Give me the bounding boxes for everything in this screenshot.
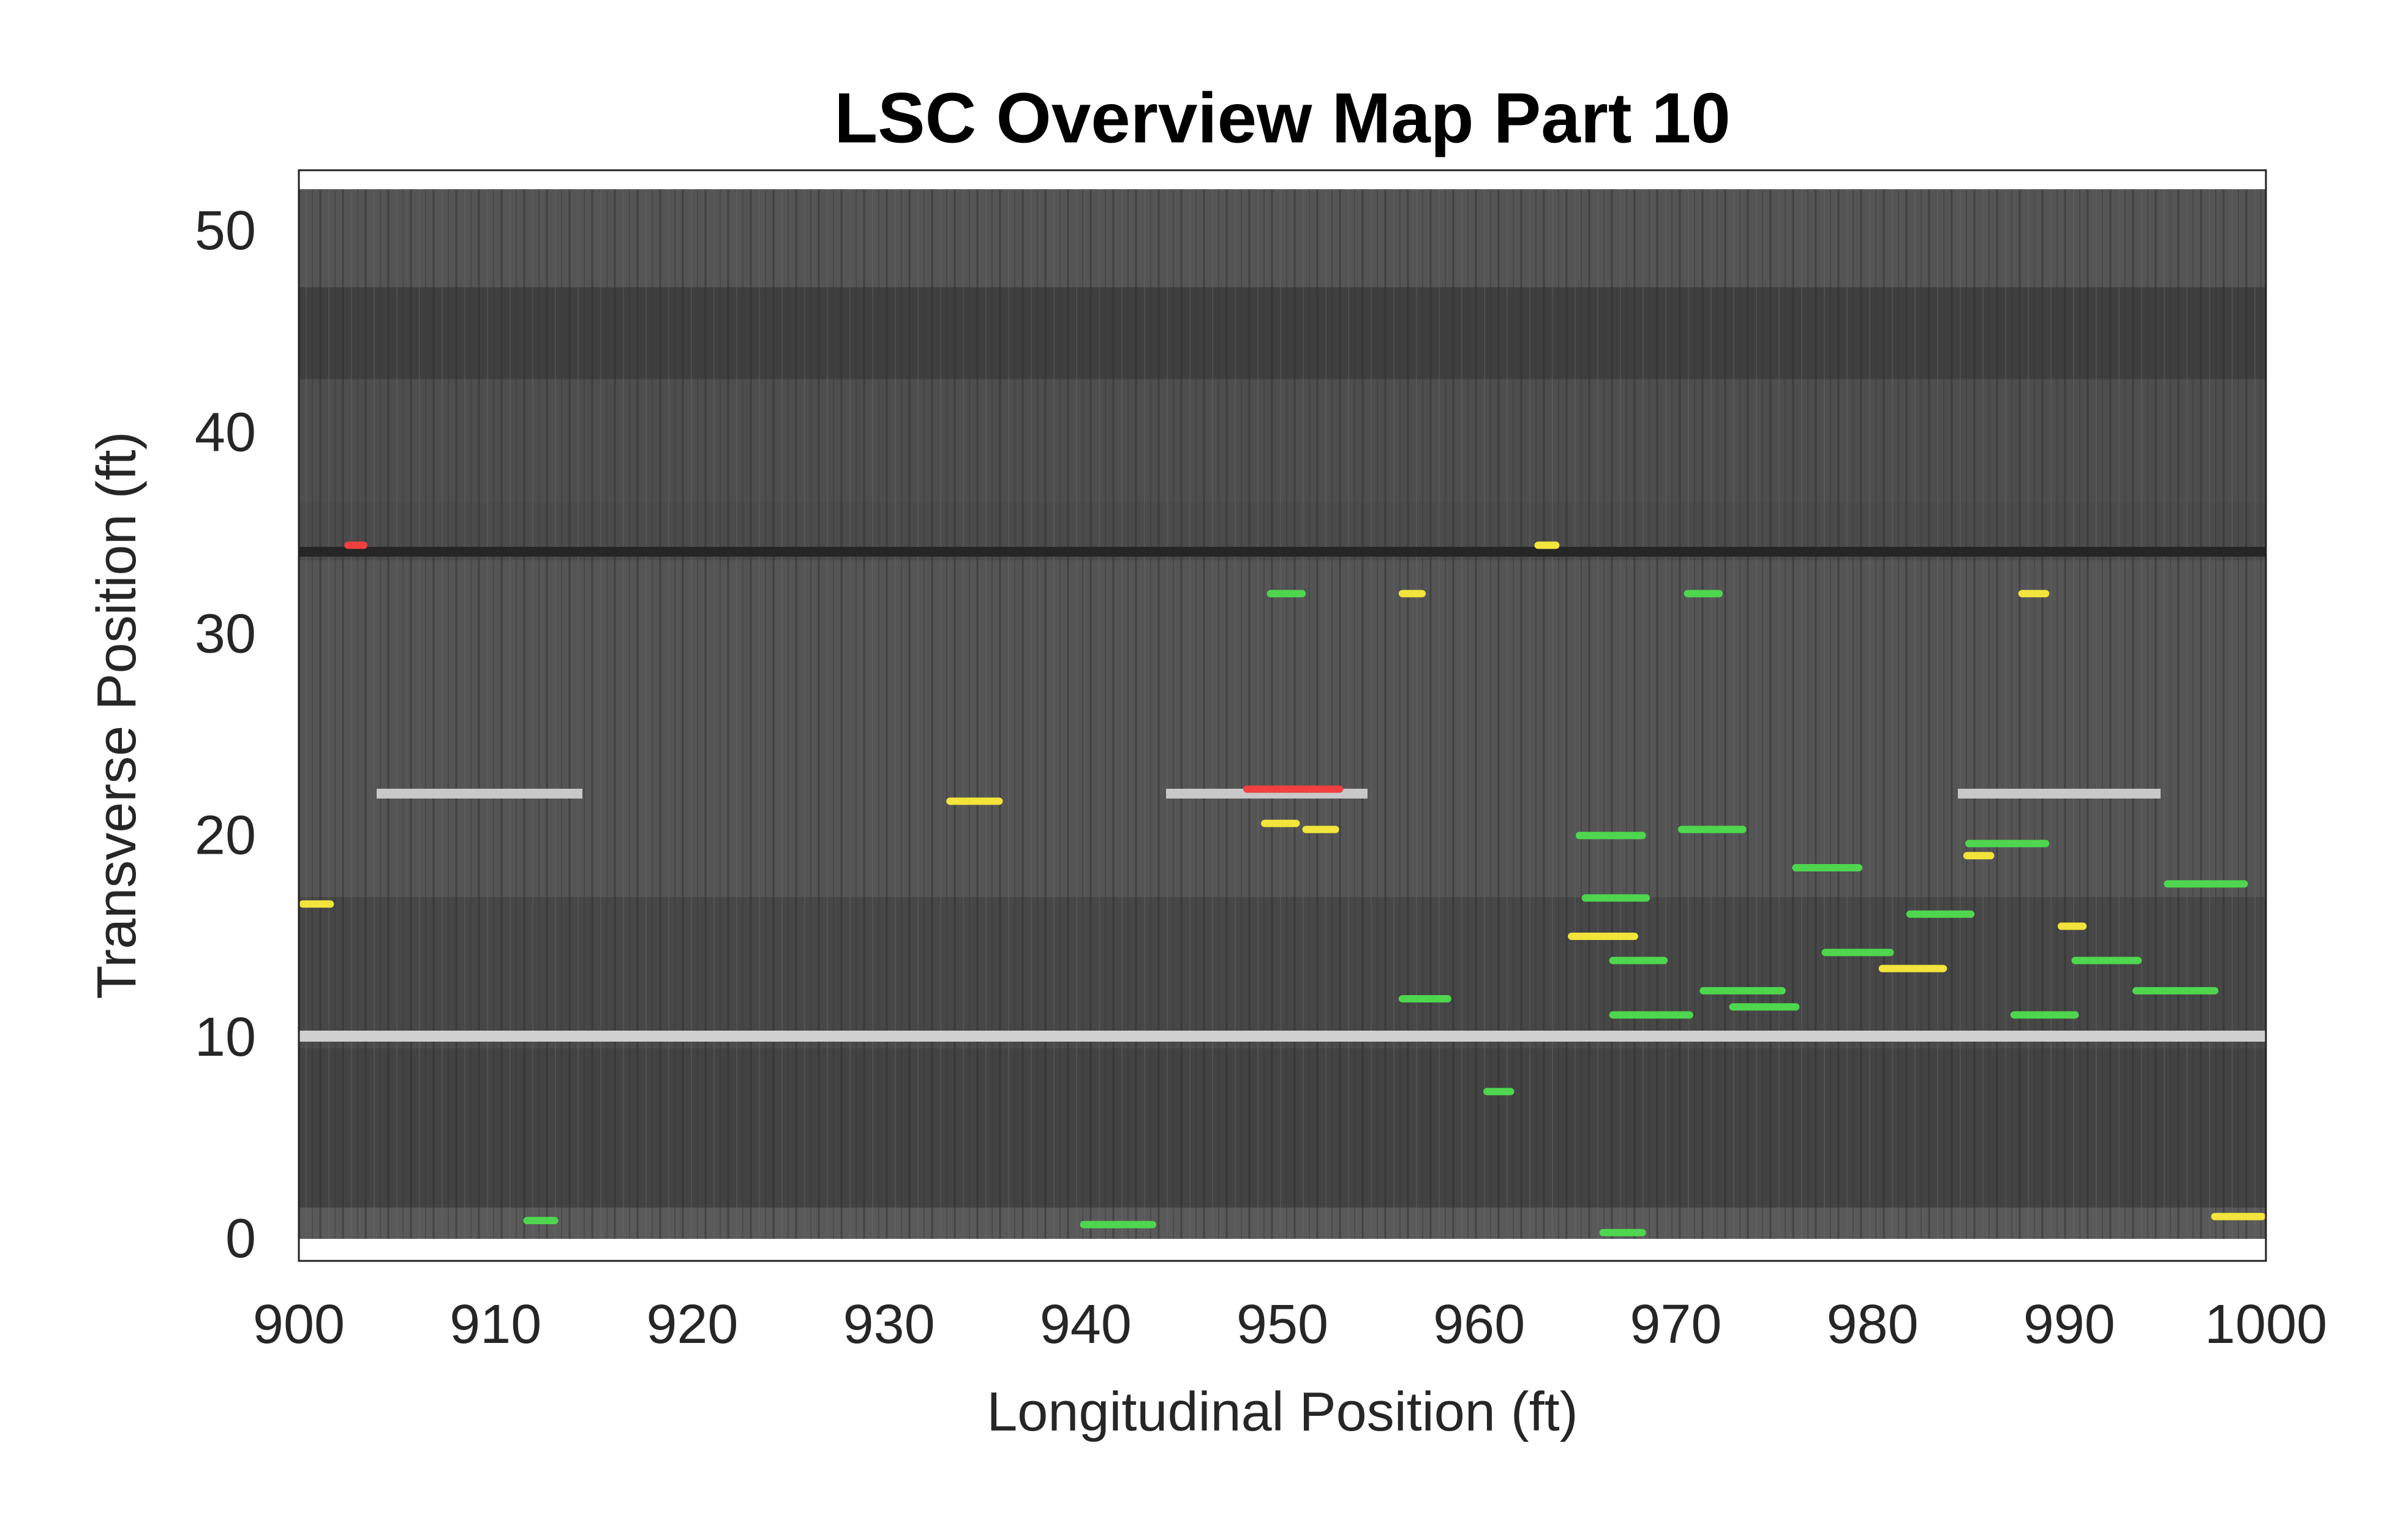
y-tick-label: 10	[195, 1007, 256, 1068]
y-tick-label: 50	[195, 200, 256, 261]
y-tick-label: 30	[195, 604, 256, 665]
x-tick-label: 960	[1433, 1294, 1525, 1355]
x-tick-label: 920	[646, 1294, 738, 1355]
pavement-image	[299, 189, 2266, 1239]
x-tick-label: 930	[843, 1294, 935, 1355]
x-tick-label: 1000	[2205, 1294, 2327, 1355]
y-tick-label: 20	[195, 805, 256, 867]
x-tick-label: 950	[1236, 1294, 1328, 1355]
y-tick-label: 40	[195, 402, 256, 463]
x-tick-label: 900	[253, 1294, 345, 1355]
x-axis-label: Longitudinal Position (ft)	[987, 1382, 1578, 1443]
x-tick-label: 990	[2023, 1294, 2115, 1355]
y-tick-label: 0	[225, 1208, 256, 1269]
x-tick-label: 980	[1827, 1294, 1919, 1355]
plot-frame	[298, 169, 2267, 1262]
y-axis-label: Transverse Position (ft)	[86, 432, 148, 999]
x-tick-label: 910	[450, 1294, 541, 1355]
chart-title: LSC Overview Map Part 10	[834, 78, 1730, 158]
x-tick-label: 970	[1630, 1294, 1721, 1355]
x-tick-label: 940	[1040, 1294, 1132, 1355]
